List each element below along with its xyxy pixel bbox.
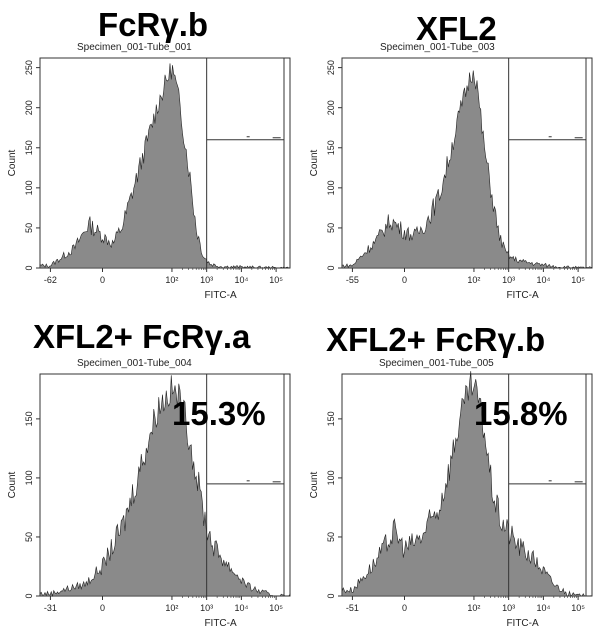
y-tick-label: 250 — [24, 60, 34, 75]
x-tick-label: 0 — [402, 275, 407, 285]
y-tick-label: 100 — [24, 180, 34, 195]
panel-3-histogram: -31 0 10² 10³ 10⁴ 10⁵ 0 50 100 150 FITC-A Count — [7, 373, 291, 629]
histogram-area — [39, 63, 290, 269]
x-tick-label: 10² — [467, 275, 480, 285]
x-tick-label: -55 — [346, 275, 359, 285]
y-tick-label: 100 — [24, 470, 34, 485]
y-tick-label: 0 — [24, 593, 34, 598]
y-tick-label: 250 — [326, 60, 336, 75]
panel-4-histogram: -51 0 10² 10³ 10⁴ 10⁵ 0 50 100 150 FITC-A Count — [309, 371, 593, 629]
y-tick-label: 150 — [326, 140, 336, 155]
x-tick-label: 10⁴ — [234, 275, 248, 285]
panel-2-histogram: -55 0 10² 10³ 10⁴ 10⁵ 0 50 100 150 200 250 FITC-A Cou… — [309, 57, 593, 301]
x-tick-label: 10² — [165, 275, 178, 285]
y-tick-label: 50 — [326, 223, 336, 233]
panel-3-specimen-label: Specimen_001-Tube_004 — [77, 358, 192, 369]
y-tick-label: 200 — [24, 100, 34, 115]
x-tick-label: 10⁴ — [536, 275, 550, 285]
x-tick-label: 10³ — [200, 275, 213, 285]
panel-1-specimen-label: Specimen_001-Tube_001 — [77, 42, 192, 53]
y-tick-label: 50 — [326, 532, 336, 542]
panel-4-heading: XFL2+ FcRγ.b — [326, 321, 546, 358]
x-tick-label: 10⁵ — [571, 603, 585, 613]
y-tick-label: 150 — [326, 411, 336, 426]
histogram-area — [341, 70, 593, 269]
x-tick-label: 10⁵ — [269, 603, 283, 613]
x-axis-label: FITC-A — [506, 290, 539, 301]
panel-3-heading: XFL2+ FcRγ.a — [33, 318, 251, 355]
panel-1-heading: FcRγ.b — [98, 6, 209, 43]
x-tick-label: 10³ — [200, 603, 213, 613]
panel-4-percent: 15.8% — [474, 395, 568, 432]
x-tick-label: 10³ — [502, 603, 515, 613]
x-tick-label: -51 — [346, 603, 359, 613]
x-tick-label: 0 — [402, 603, 407, 613]
y-axis-label: Count — [309, 149, 320, 176]
y-axis-label: Count — [309, 471, 320, 498]
x-tick-label: 10⁴ — [536, 603, 550, 613]
y-tick-label: 150 — [24, 140, 34, 155]
y-axis-label: Count — [7, 149, 18, 176]
x-axis-label: FITC-A — [204, 290, 237, 301]
y-tick-label: 0 — [326, 593, 336, 598]
x-tick-label: 10⁴ — [234, 603, 248, 613]
x-tick-label: 10² — [165, 603, 178, 613]
panel-1-histogram: -62 0 10² 10³ 10⁴ 10⁵ 0 50 100 150 200 250 FITC-A Cou… — [7, 57, 291, 301]
panel-2-specimen-label: Specimen_001-Tube_003 — [380, 42, 495, 53]
x-tick-label: 10⁵ — [269, 275, 283, 285]
x-tick-label: -62 — [44, 275, 57, 285]
y-tick-label: 200 — [326, 100, 336, 115]
histogram-area — [341, 371, 593, 597]
panel-3-percent: 15.3% — [172, 395, 266, 432]
x-tick-label: 0 — [100, 275, 105, 285]
x-axis-label: FITC-A — [204, 618, 237, 629]
histogram-area — [39, 375, 291, 598]
x-tick-label: 10³ — [502, 275, 515, 285]
y-tick-label: 0 — [24, 265, 34, 270]
y-tick-label: 150 — [24, 411, 34, 426]
y-tick-label: 50 — [24, 532, 34, 542]
x-tick-label: 10² — [467, 603, 480, 613]
y-axis-label: Count — [7, 471, 18, 498]
x-axis-label: FITC-A — [506, 618, 539, 629]
y-tick-label: 100 — [326, 470, 336, 485]
y-tick-label: 50 — [24, 223, 34, 233]
x-tick-label: -31 — [44, 603, 57, 613]
panel-4-specimen-label: Specimen_001-Tube_005 — [379, 358, 494, 369]
x-tick-label: 10⁵ — [571, 275, 585, 285]
panel-2-heading: XFL2 — [416, 10, 497, 47]
y-tick-label: 100 — [326, 180, 336, 195]
y-tick-label: 0 — [326, 265, 336, 270]
x-tick-label: 0 — [100, 603, 105, 613]
